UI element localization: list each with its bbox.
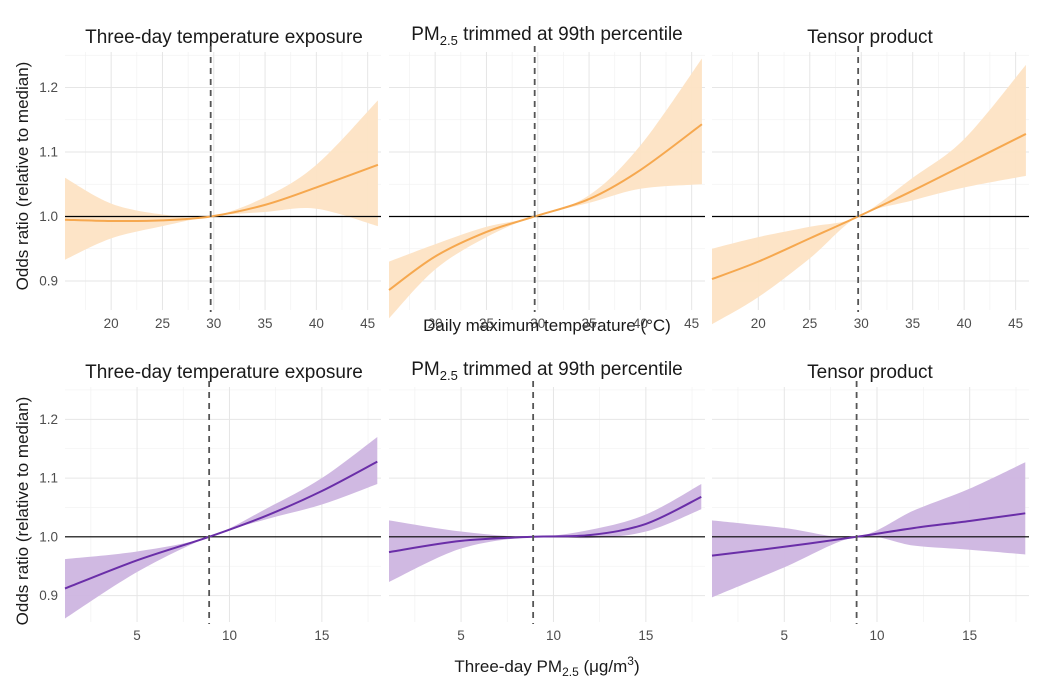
y-tick-label: 0.9 (39, 588, 58, 603)
fitted-curve (388, 495, 702, 554)
x-tick-label: 35 (258, 316, 273, 331)
title-pm-post: trimmed at 99th percentile (458, 24, 683, 45)
title-pm-sub: 2.5 (440, 368, 458, 383)
confidence-band (389, 58, 702, 319)
x-tick-label: 45 (684, 316, 699, 331)
panel-2-2: 5 10 15 (388, 381, 705, 643)
panel-2-1: 0.9 1.0 1.1 1.2 5 10 15 (39, 381, 381, 643)
x-tick-label: 15 (962, 628, 977, 643)
xlab-end: ) (634, 657, 640, 676)
x-tick-label: 40 (309, 316, 324, 331)
plot-panels: 0.9 1.0 1.1 1.2 20 25 30 35 40 45 20 25 30 35 40 45 20 25… (39, 46, 1029, 643)
x-tick-label: 30 (206, 316, 221, 331)
confidence-band (712, 64, 1026, 325)
y-tick-label: 1.0 (39, 529, 58, 544)
panel-title-row2-col2: PM2.5 trimmed at 99th percentile (411, 359, 683, 383)
y-tick-label: 1.1 (39, 144, 58, 159)
y-axis-label-row1: Odds ratio (relative to median) (13, 62, 32, 291)
x-tick-label: 20 (428, 316, 443, 331)
xlab-post: (μg/m (579, 657, 628, 676)
panel-1-3: 20 25 30 35 40 45 (711, 46, 1029, 331)
confidence-band (65, 100, 378, 260)
x-tick-label: 10 (869, 628, 884, 643)
panel-1-2: 20 25 30 35 40 45 (388, 46, 705, 331)
y-tick-label: 1.2 (39, 412, 58, 427)
x-tick-label: 45 (1008, 316, 1023, 331)
y-tick-label: 1.0 (39, 209, 58, 224)
x-tick-label: 25 (155, 316, 170, 331)
panel-title-row1-col3: Tensor product (807, 27, 933, 48)
x-tick-label: 5 (457, 628, 465, 643)
x-tick-label: 30 (530, 316, 545, 331)
y-axis-label-row2: Odds ratio (relative to median) (13, 397, 32, 626)
confidence-band (65, 436, 378, 619)
x-tick-label: 20 (751, 316, 766, 331)
fitted-curve (711, 512, 1026, 557)
x-tick-label: 10 (222, 628, 237, 643)
x-tick-label: 35 (582, 316, 597, 331)
panel-2-3: 5 10 15 (711, 381, 1029, 643)
x-tick-label: 15 (314, 628, 329, 643)
title-pm-text: PM (411, 359, 440, 380)
x-tick-label: 25 (479, 316, 494, 331)
confidence-band (389, 483, 702, 583)
x-axis-label-row1: Daily maximum temperature (°C) (423, 316, 671, 335)
x-tick-label: 35 (905, 316, 920, 331)
y-tick-label: 0.9 (39, 273, 58, 288)
title-pm-sub: 2.5 (440, 33, 458, 48)
title-pm-post: trimmed at 99th percentile (458, 359, 683, 380)
x-tick-label: 10 (546, 628, 561, 643)
x-tick-label: 15 (638, 628, 653, 643)
y-tick-label: 1.1 (39, 471, 58, 486)
panel-1-1: 0.9 1.0 1.1 1.2 20 25 30 35 40 45 (39, 46, 381, 331)
xlab-sub: 2.5 (562, 665, 579, 679)
x-tick-label: 40 (633, 316, 648, 331)
x-axis-label-row2: Three-day PM2.5 (μg/m3) (454, 654, 639, 679)
panel-title-row1-col1: Three-day temperature exposure (85, 27, 363, 48)
x-tick-label: 20 (104, 316, 119, 331)
x-tick-label: 5 (133, 628, 141, 643)
confidence-band (712, 462, 1026, 598)
panel-title-row2-col3: Tensor product (807, 362, 933, 383)
fitted-curve (64, 460, 378, 590)
title-pm-text: PM (411, 24, 440, 45)
y-tick-label: 1.2 (39, 80, 58, 95)
x-tick-label: 45 (360, 316, 375, 331)
x-tick-label: 30 (854, 316, 869, 331)
x-tick-label: 40 (957, 316, 972, 331)
x-tick-label: 5 (781, 628, 789, 643)
xlab-sup: 3 (627, 654, 634, 668)
x-tick-label: 25 (802, 316, 817, 331)
xlab-text: Three-day PM (454, 657, 562, 676)
panel-title-row1-col2: PM2.5 trimmed at 99th percentile (411, 24, 683, 48)
panel-title-row2-col1: Three-day temperature exposure (85, 362, 363, 383)
